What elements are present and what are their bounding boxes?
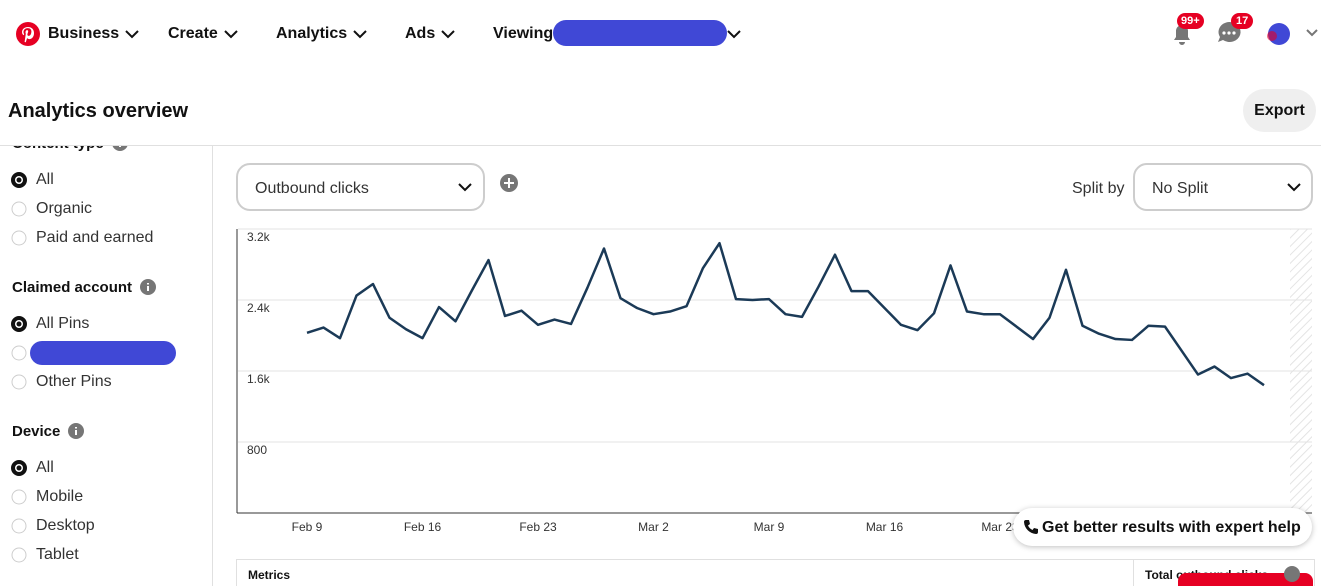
radio[interactable] [11, 230, 27, 246]
filters: Content type All Organic Paid and earned Cla… [0, 146, 212, 586]
help-popup[interactable]: Get better results with expert help [1013, 508, 1312, 546]
radio[interactable] [11, 460, 27, 476]
y-tick-label: 1.6k [247, 372, 271, 386]
split-label: Split by [1072, 180, 1125, 197]
x-tick-label: Feb 23 [519, 520, 557, 534]
page-title: Analytics overview [8, 100, 189, 122]
x-tick-label: Mar 16 [866, 520, 904, 534]
add-metric[interactable] [499, 173, 519, 193]
y-tick-label: 800 [247, 443, 267, 457]
radio-dot [16, 321, 22, 327]
radio-ring [11, 345, 27, 361]
info-icon[interactable] [68, 423, 84, 439]
filter-option[interactable]: Tablet [36, 546, 79, 563]
filter-title: Device [12, 423, 61, 440]
filter-option[interactable]: All [36, 171, 54, 188]
chevron [224, 30, 238, 39]
split-dropdown[interactable]: No Split [1133, 163, 1313, 211]
metric-label: Outbound clicks [255, 180, 369, 197]
x-tick-label: Mar 9 [754, 520, 785, 534]
chevron [125, 30, 139, 39]
info-icon[interactable] [112, 146, 128, 151]
export-button[interactable]: Export [1243, 89, 1316, 132]
radio[interactable] [11, 374, 27, 390]
nav-item[interactable]: Viewing [493, 25, 554, 42]
filter-option[interactable]: All Pins [36, 315, 90, 332]
filter-option[interactable]: Organic [36, 200, 93, 217]
notifications-badge: 99+ [1177, 13, 1204, 29]
phone-icon [1024, 520, 1038, 534]
filter-option[interactable]: Desktop [36, 517, 95, 534]
chevron [458, 183, 472, 192]
chevron-path [441, 30, 455, 39]
filter-option[interactable]: All [36, 459, 54, 476]
metric-dropdown[interactable]: Outbound clicks [236, 163, 485, 211]
data-line [306, 241, 1265, 387]
divider [0, 145, 1321, 146]
sidebar-divider [212, 146, 213, 586]
redacted-overlay [1178, 573, 1313, 586]
filter-title: Claimed account [12, 279, 133, 296]
chevron [441, 30, 455, 39]
nav-item[interactable]: Create [168, 25, 218, 42]
filter-option[interactable]: Other Pins [36, 373, 112, 390]
x-tick-label: Mar 2 [638, 520, 669, 534]
redacted-option [30, 341, 176, 365]
info-circle [112, 146, 128, 151]
radio[interactable] [11, 518, 27, 534]
radio-dot [16, 465, 22, 471]
x-tick-label: Mar 23 [981, 520, 1019, 534]
chevron-path [125, 30, 139, 39]
radio-ring [11, 547, 27, 563]
filter-title: Content type [12, 146, 104, 152]
y-tick-label: 2.4k [247, 301, 271, 315]
chevron-path [727, 30, 741, 39]
x-tick-label: Feb 16 [404, 520, 442, 534]
account-chevron[interactable] [1306, 29, 1318, 37]
pinterest-logo[interactable] [16, 22, 40, 46]
info-icon[interactable] [1284, 566, 1300, 582]
metrics-table [236, 559, 1315, 586]
radio[interactable] [11, 316, 27, 332]
notifications-icon[interactable] [1174, 25, 1190, 45]
y-tick-label: 3.2k [247, 230, 271, 244]
radio-dot [16, 177, 22, 183]
nav-item[interactable]: Business [48, 25, 120, 42]
radio[interactable] [11, 201, 27, 217]
column-divider [1133, 560, 1134, 586]
radio[interactable] [11, 547, 27, 563]
chevron [353, 30, 367, 39]
messages-badge: 17 [1231, 13, 1254, 29]
help-text: Get better results with expert help [1042, 519, 1301, 536]
radio-ring [11, 489, 27, 505]
chevron-path [224, 30, 238, 39]
radio-ring [11, 518, 27, 534]
info-icon[interactable] [140, 279, 156, 295]
nav-item[interactable]: Analytics [276, 25, 348, 42]
chevron [1287, 183, 1301, 192]
column-header: Metrics [248, 568, 291, 582]
chevron-path [353, 30, 367, 39]
x-tick-label: Feb 9 [292, 520, 323, 534]
radio[interactable] [11, 345, 27, 361]
radio-ring [11, 230, 27, 246]
chevron [727, 30, 741, 39]
filter-option[interactable]: Paid and earned [36, 229, 154, 246]
split-value: No Split [1152, 180, 1209, 197]
radio[interactable] [11, 489, 27, 505]
radio-ring [11, 201, 27, 217]
radio[interactable] [11, 172, 27, 188]
nav-item[interactable]: Ads [405, 25, 436, 42]
filter-option[interactable]: Mobile [36, 488, 84, 505]
redacted-account [553, 20, 727, 46]
radio-ring [11, 374, 27, 390]
